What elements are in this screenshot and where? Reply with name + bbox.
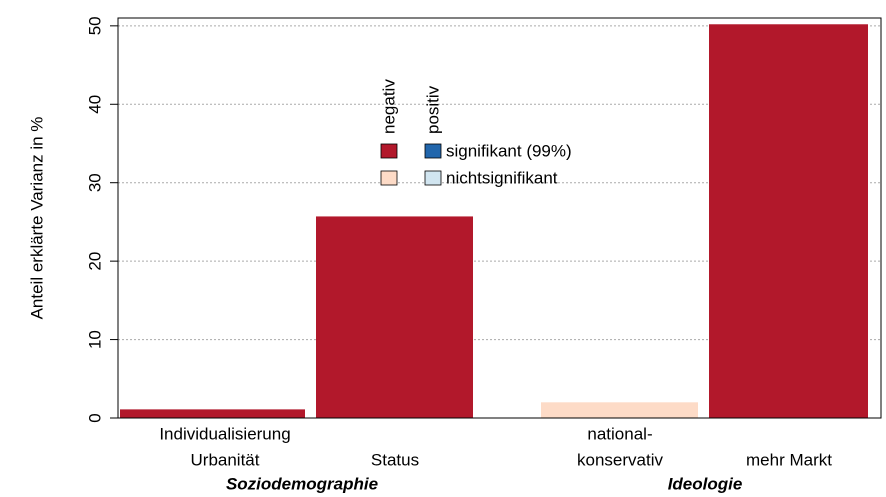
y-tick-label: 10 bbox=[85, 330, 104, 349]
bar bbox=[541, 402, 698, 418]
y-tick-label: 40 bbox=[85, 95, 104, 114]
x-tick-label: Individualisierung bbox=[159, 424, 290, 443]
x-tick-label: mehr Markt bbox=[746, 450, 832, 469]
y-tick-label: 0 bbox=[85, 413, 104, 422]
legend-swatch bbox=[380, 143, 398, 159]
legend-swatch bbox=[424, 143, 442, 159]
legend-column-label: negativ bbox=[379, 79, 398, 134]
x-tick-label: national- bbox=[587, 424, 652, 443]
y-tick-label: 30 bbox=[85, 173, 104, 192]
bar bbox=[709, 24, 868, 419]
group-label: Ideologie bbox=[668, 474, 743, 493]
bar bbox=[120, 409, 305, 418]
legend-label: signifikant (99%) bbox=[446, 141, 572, 160]
legend-label: nichtsignifikant bbox=[446, 168, 558, 187]
legend-swatch bbox=[424, 170, 442, 186]
x-tick-label: Status bbox=[371, 450, 419, 469]
y-tick-label: 50 bbox=[85, 16, 104, 35]
bar bbox=[316, 216, 473, 418]
legend-swatch bbox=[380, 170, 398, 186]
x-tick-label: Urbanität bbox=[191, 450, 260, 469]
x-tick-label: konservativ bbox=[577, 450, 663, 469]
y-axis-title: Anteil erklärte Varianz in % bbox=[27, 117, 46, 320]
plot-frame bbox=[117, 17, 882, 419]
y-tick-label: 20 bbox=[85, 252, 104, 271]
legend-column-label: positiv bbox=[423, 85, 442, 134]
group-label: Soziodemographie bbox=[226, 474, 378, 493]
